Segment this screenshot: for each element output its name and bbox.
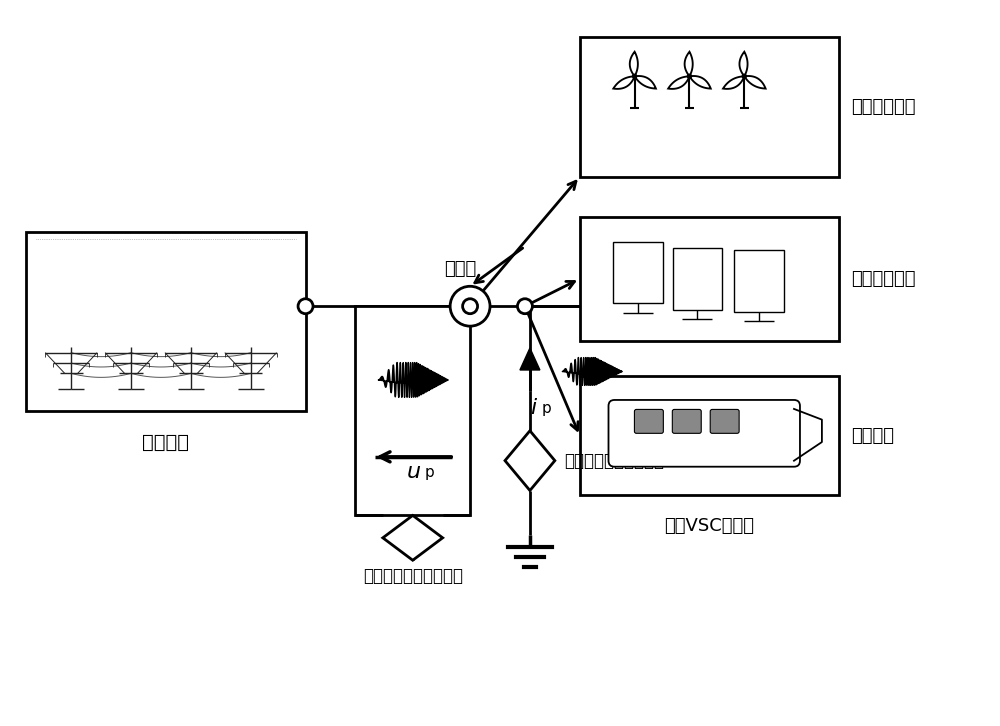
- Text: 高速列车: 高速列车: [851, 427, 894, 445]
- Text: 待测VSC型装备: 待测VSC型装备: [664, 518, 754, 535]
- Bar: [26, 232, 306, 411]
- Bar: [580, 37, 839, 176]
- Circle shape: [298, 298, 313, 314]
- Text: 并网点: 并网点: [444, 261, 476, 278]
- Circle shape: [450, 286, 490, 326]
- Bar: [673, 248, 722, 310]
- Polygon shape: [505, 431, 555, 491]
- Text: $i$: $i$: [530, 398, 538, 418]
- Text: 风力发电装备: 风力发电装备: [851, 98, 916, 116]
- Bar: [355, 306, 470, 515]
- Polygon shape: [668, 76, 689, 89]
- Text: $u$: $u$: [406, 462, 421, 482]
- Polygon shape: [635, 76, 656, 89]
- FancyBboxPatch shape: [710, 409, 739, 433]
- Polygon shape: [685, 52, 693, 76]
- Text: 可控宽频带扰动电压源: 可控宽频带扰动电压源: [363, 567, 463, 585]
- Polygon shape: [689, 76, 711, 89]
- Circle shape: [633, 74, 637, 78]
- Bar: [580, 216, 839, 341]
- Polygon shape: [630, 52, 638, 76]
- FancyBboxPatch shape: [634, 409, 663, 433]
- Polygon shape: [613, 76, 635, 89]
- Polygon shape: [723, 76, 744, 89]
- Text: p: p: [425, 465, 434, 480]
- Polygon shape: [383, 515, 443, 560]
- Bar: [613, 242, 663, 303]
- Circle shape: [742, 74, 746, 78]
- Text: 电力网络: 电力网络: [142, 433, 189, 452]
- Circle shape: [517, 298, 532, 314]
- Bar: [580, 376, 839, 495]
- Polygon shape: [744, 76, 766, 89]
- Bar: [734, 250, 784, 312]
- FancyBboxPatch shape: [672, 409, 701, 433]
- Text: 光伏发电装备: 光伏发电装备: [851, 270, 916, 287]
- Polygon shape: [739, 52, 748, 76]
- Text: 可控宽频带扰动电流源: 可控宽频带扰动电流源: [564, 452, 664, 470]
- Text: p: p: [542, 401, 552, 416]
- Polygon shape: [520, 348, 540, 370]
- Circle shape: [463, 298, 478, 314]
- Circle shape: [687, 74, 691, 78]
- FancyBboxPatch shape: [608, 400, 800, 467]
